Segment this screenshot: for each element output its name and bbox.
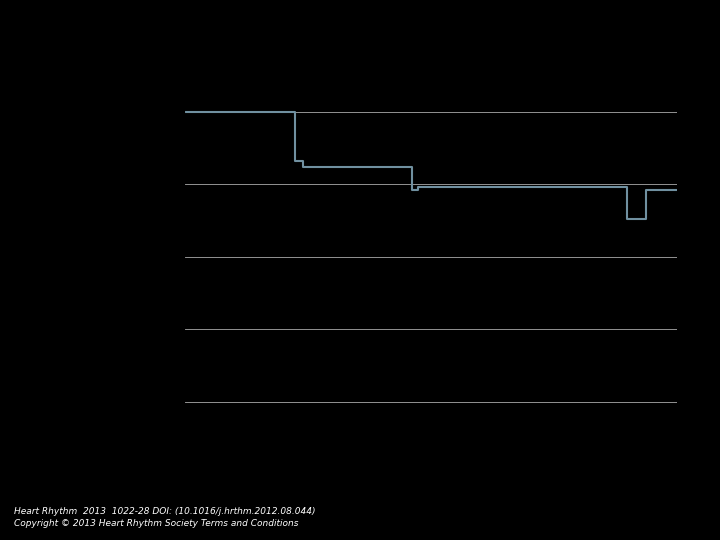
Text: Copyright © 2013 Heart Rhythm Society Terms and Conditions: Copyright © 2013 Heart Rhythm Society Te… (14, 519, 299, 528)
Text: 70: 70 (298, 444, 315, 458)
Text: Heart Rhythm  2013  1022-28 DOI: (10.1016/j.hrthm.2012.08.044): Heart Rhythm 2013 1022-28 DOI: (10.1016/… (14, 508, 316, 516)
Text: 0: 0 (672, 444, 681, 458)
Y-axis label: AF free (%): AF free (%) (122, 210, 137, 295)
Text: 95: 95 (175, 444, 192, 458)
X-axis label: days follow-up: days follow-up (374, 438, 486, 453)
Text: 47: 47 (545, 444, 562, 458)
Text: 47: 47 (421, 444, 439, 458)
Title: Kaplan-Meier survival estimate: Kaplan-Meier survival estimate (290, 72, 570, 90)
Text: Number at risk: Number at risk (308, 471, 412, 485)
Text: Figure 3: Figure 3 (329, 19, 391, 34)
